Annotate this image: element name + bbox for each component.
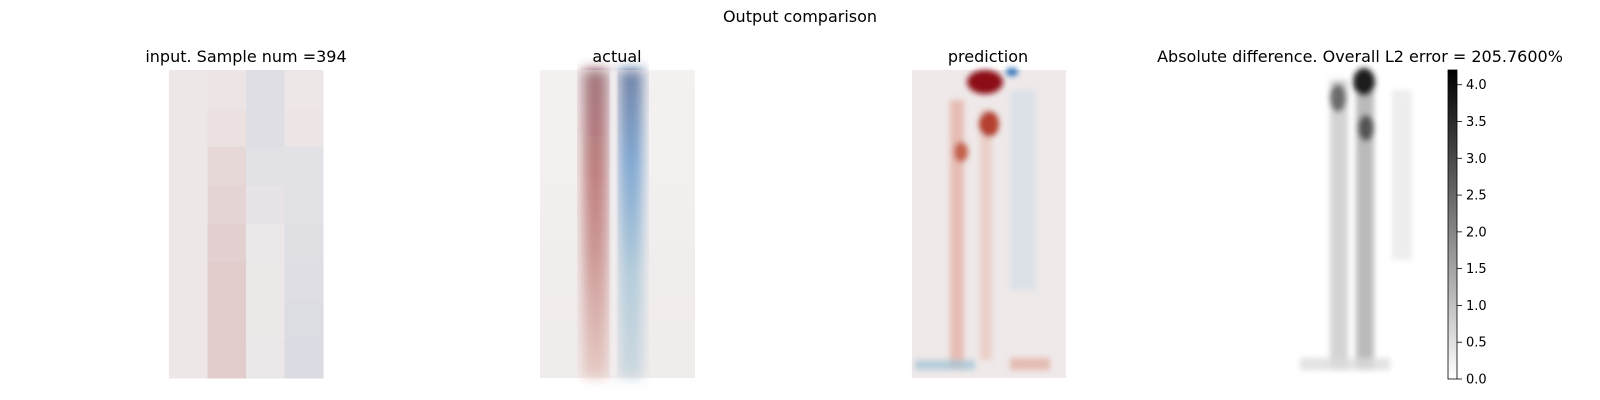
prediction-hotspot-mid: [979, 111, 999, 137]
difference-peak-left: [1330, 84, 1346, 112]
input-cell: [246, 108, 285, 148]
colorbar-tick-label: 0.0: [1466, 373, 1487, 388]
input-cell: [169, 70, 208, 109]
prediction-red-column: [950, 100, 964, 370]
input-cell: [246, 339, 285, 379]
prediction-red-bottom: [1010, 358, 1050, 370]
prediction-red-column-2: [980, 110, 992, 360]
prediction-hotspot-top: [967, 70, 1003, 94]
input-cell: [207, 70, 247, 109]
difference-faint-column: [1392, 90, 1412, 260]
input-cell: [284, 262, 324, 302]
difference-mid: [1358, 115, 1374, 141]
input-cell: [246, 224, 285, 263]
input-cell: [284, 70, 324, 109]
input-cell: [207, 339, 247, 379]
input-cell: [207, 147, 247, 186]
actual-heatmap: [540, 70, 695, 378]
colorbar-tick-label: 2.0: [1466, 225, 1487, 240]
difference-peak: [1353, 68, 1375, 96]
colorbar-gradient: [1447, 69, 1458, 380]
prediction-blue-top: [1006, 68, 1018, 76]
colorbar-tick-label: 3.5: [1466, 115, 1487, 130]
input-cell: [169, 108, 208, 148]
input-cell: [207, 108, 247, 148]
actual-panel-title: actual: [592, 47, 641, 66]
input-cell: [284, 339, 324, 379]
prediction-hotspot-left: [954, 142, 968, 162]
prediction-blue-column: [1010, 90, 1036, 290]
colorbar-ticks: 0.0 0.5 1.0 1.5 2.0 2.5 3.0 3.5 4.0: [1457, 78, 1487, 388]
prediction-heatmap: [912, 68, 1066, 378]
input-cell: [246, 301, 285, 340]
difference-bottom: [1300, 358, 1390, 370]
input-cell: [169, 262, 208, 302]
colorbar-tick-label: 2.5: [1466, 189, 1487, 204]
prediction-blue-bottom: [915, 360, 975, 370]
input-cell: [284, 147, 324, 186]
input-cell: [169, 339, 208, 379]
difference-column-right: [1356, 75, 1374, 370]
input-cell: [284, 108, 324, 148]
input-panel-title: input. Sample num =394: [145, 47, 346, 66]
input-cell: [169, 185, 208, 225]
colorbar-tick-label: 1.0: [1466, 299, 1487, 314]
input-cell: [246, 262, 285, 302]
input-cell: [207, 301, 247, 340]
input-cell: [169, 147, 208, 186]
difference-panel-title: Absolute difference. Overall L2 error = …: [1157, 47, 1563, 66]
input-cell: [207, 262, 247, 302]
difference-heatmap: [1283, 68, 1437, 378]
input-cell: [207, 224, 247, 263]
figure-title: Output comparison: [723, 7, 877, 26]
colorbar-tick-label: 0.5: [1466, 336, 1487, 351]
actual-fade: [540, 70, 695, 378]
colorbar: 0.0 0.5 1.0 1.5 2.0 2.5 3.0 3.5 4.0: [1447, 69, 1487, 388]
input-cell: [284, 301, 324, 340]
difference-column-left: [1330, 80, 1348, 370]
input-cell: [207, 185, 247, 225]
colorbar-tick-label: 4.0: [1466, 78, 1487, 93]
input-cell: [246, 70, 285, 109]
input-cell: [169, 224, 208, 263]
input-cell: [169, 301, 208, 340]
input-heatmap: [169, 70, 324, 379]
input-cell: [284, 224, 324, 263]
input-cell: [284, 185, 324, 225]
input-cell: [246, 147, 285, 186]
input-cell: [246, 185, 285, 225]
colorbar-tick-label: 3.0: [1466, 152, 1487, 167]
colorbar-tick-label: 1.5: [1466, 262, 1487, 277]
prediction-panel-title: prediction: [948, 47, 1028, 66]
